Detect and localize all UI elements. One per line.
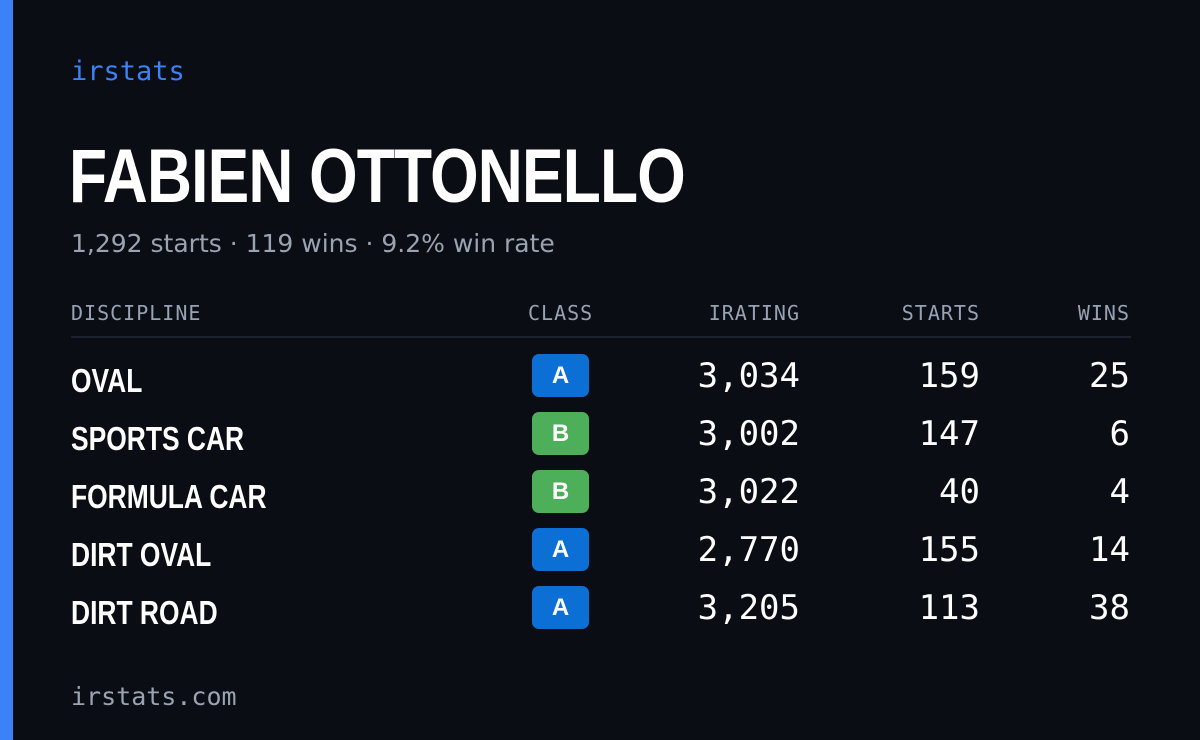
table-row: FORMULA CAR B 3,022 40 4: [71, 470, 1131, 528]
discipline-cell: FORMULA CAR: [71, 478, 267, 515]
irating-cell: 2,770: [697, 530, 800, 570]
starts-cell: 113: [918, 588, 980, 628]
table-row: SPORTS CAR B 3,002 147 6: [71, 412, 1131, 470]
table-row: DIRT ROAD A 3,205 113 38: [71, 586, 1131, 644]
discipline-cell: OVAL: [71, 362, 143, 399]
header-wins: WINS: [1077, 301, 1130, 325]
stats-table: DISCIPLINE CLASS IRATING STARTS WINS OVA…: [71, 298, 1131, 644]
accent-bar: [0, 0, 13, 740]
starts-cell: 40: [939, 472, 980, 512]
discipline-cell: SPORTS CAR: [71, 420, 245, 457]
table-header: DISCIPLINE CLASS IRATING STARTS WINS: [71, 298, 1131, 338]
class-badge: A: [532, 354, 589, 397]
discipline-cell: DIRT OVAL: [71, 536, 212, 573]
wins-cell: 25: [1089, 356, 1130, 396]
irating-cell: 3,205: [697, 588, 800, 628]
header-class: CLASS: [528, 301, 594, 325]
wins-cell: 38: [1089, 588, 1130, 628]
wins-cell: 4: [1109, 472, 1130, 512]
table-row: DIRT OVAL A 2,770 155 14: [71, 528, 1131, 586]
discipline-cell: DIRT ROAD: [71, 594, 218, 631]
class-badge: A: [532, 528, 589, 571]
starts-cell: 155: [918, 530, 980, 570]
driver-name: FABIEN OTTONELLO: [69, 134, 686, 219]
driver-summary: 1,292 starts · 119 wins · 9.2% win rate: [71, 229, 555, 258]
irating-cell: 3,034: [697, 356, 800, 396]
class-badge: B: [532, 470, 589, 513]
irating-cell: 3,022: [697, 472, 800, 512]
wins-cell: 6: [1109, 414, 1130, 454]
footer-url: irstats.com: [71, 682, 237, 711]
header-starts: STARTS: [901, 301, 980, 325]
class-badge: B: [532, 412, 589, 455]
table-body: OVAL A 3,034 159 25 SPORTS CAR B 3,002 1…: [71, 354, 1131, 644]
wins-cell: 14: [1089, 530, 1130, 570]
irating-cell: 3,002: [697, 414, 800, 454]
brand-logo: irstats: [71, 56, 185, 87]
starts-cell: 147: [918, 414, 980, 454]
table-row: OVAL A 3,034 159 25: [71, 354, 1131, 412]
class-badge: A: [532, 586, 589, 629]
header-irating: IRATING: [708, 301, 800, 325]
starts-cell: 159: [918, 356, 980, 396]
header-discipline: DISCIPLINE: [71, 301, 202, 325]
